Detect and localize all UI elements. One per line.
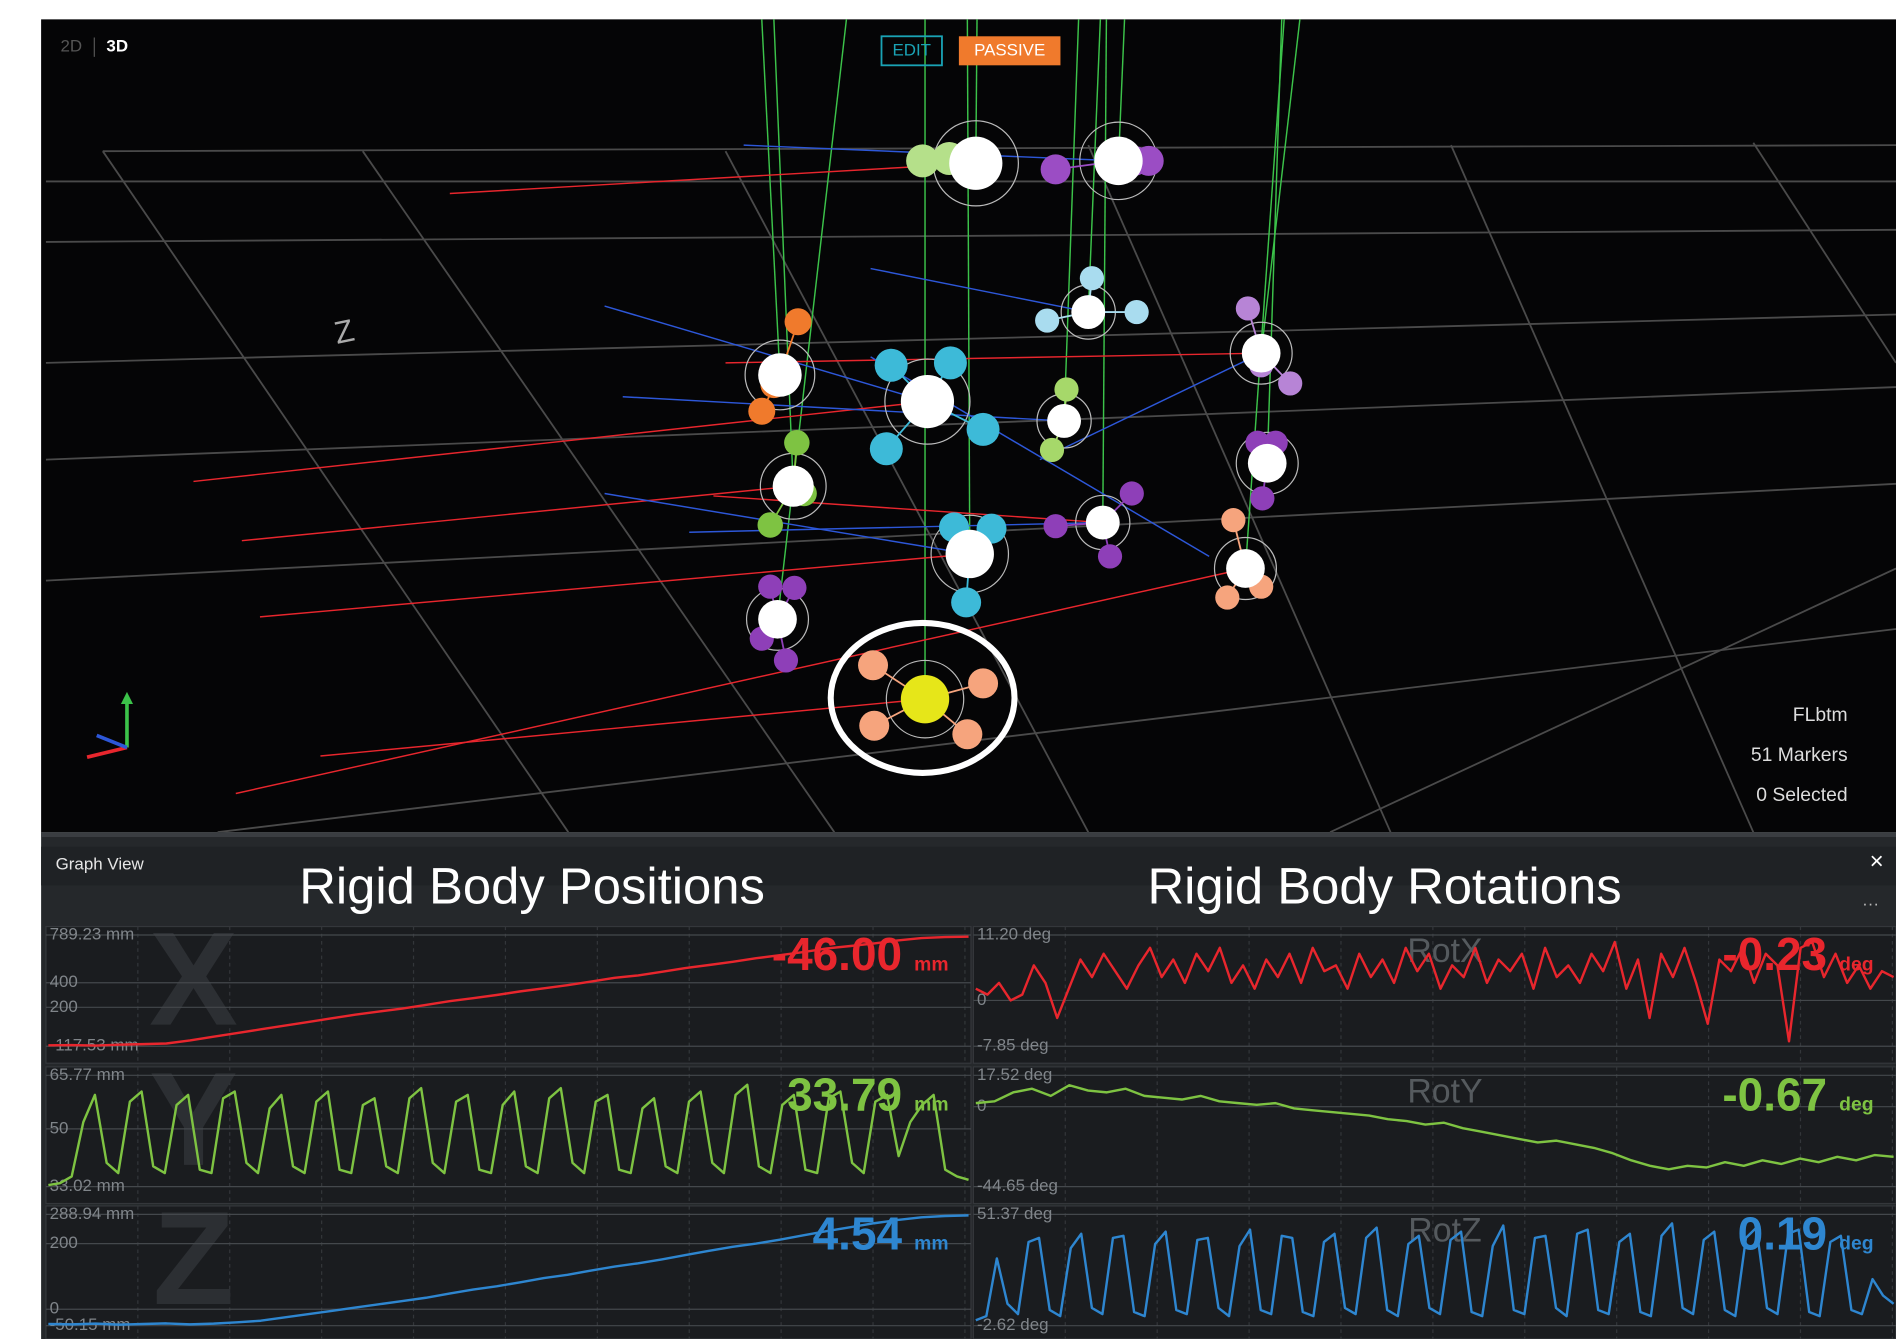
marker — [1250, 486, 1274, 510]
marker — [875, 349, 908, 382]
y-tick-label: 200 — [50, 997, 78, 1016]
y-tick-label: 33.02 mm — [50, 1176, 125, 1195]
marker — [785, 308, 812, 335]
close-button[interactable]: × — [1870, 848, 1884, 875]
axis-watermark: RotY — [1407, 1072, 1482, 1110]
mode-3d-toggle[interactable]: 3D — [106, 37, 128, 56]
marker — [952, 719, 982, 749]
marker — [934, 346, 967, 379]
marker — [782, 576, 806, 600]
graph-view-title: Graph View — [56, 854, 145, 873]
current-value: -46.00 — [772, 928, 902, 980]
rigid-body-pivot — [758, 600, 797, 639]
app-window: 2D 3D EDIT PASSIVE Z FLbtm 51 Markers 0 … — [0, 0, 1896, 1339]
rigid-body-pivot — [901, 375, 954, 428]
asset-name: FLbtm — [1793, 704, 1848, 726]
marker — [967, 413, 1000, 446]
rigid-body-pivot — [1242, 334, 1281, 373]
marker — [1098, 544, 1122, 568]
mode-2d-toggle[interactable]: 2D — [60, 37, 82, 56]
marker — [774, 648, 798, 672]
marker — [1040, 438, 1064, 462]
marker — [1120, 481, 1144, 505]
current-unit: deg — [1839, 1233, 1873, 1255]
marker — [1041, 154, 1071, 184]
current-value: -0.67 — [1722, 1068, 1827, 1120]
y-tick-label: 51.37 deg — [977, 1204, 1052, 1223]
marker — [758, 575, 782, 599]
marker — [1044, 514, 1068, 538]
rigid-body-pivot — [1248, 444, 1287, 483]
y-tick-label: 11.20 deg — [977, 924, 1051, 943]
axis-watermark: X — [149, 906, 238, 1054]
y-tick-label: 288.94 mm — [50, 1204, 135, 1223]
rigid-body-pivot — [1071, 295, 1105, 329]
rigid-body-pivot — [758, 353, 802, 397]
rigid-body-pivot — [949, 137, 1002, 190]
current-value: 33.79 — [787, 1068, 902, 1120]
group-title: Rigid Body Positions — [299, 858, 765, 915]
y-tick-label: -2.62 deg — [977, 1315, 1049, 1334]
page: 2D 3D EDIT PASSIVE Z FLbtm 51 Markers 0 … — [0, 0, 1896, 1339]
rigid-body-pivot — [901, 675, 949, 723]
rigid-body-pivot — [1226, 549, 1265, 588]
marker — [758, 512, 783, 537]
selected-count: 0 Selected — [1756, 784, 1847, 806]
axis-watermark: Z — [153, 1185, 234, 1333]
y-tick-label: 50 — [50, 1118, 69, 1137]
marker — [968, 668, 998, 698]
graph-menu-button[interactable]: ··· — [1862, 894, 1879, 913]
marker — [870, 432, 903, 465]
marker — [1236, 296, 1260, 320]
current-value: 4.54 — [813, 1208, 903, 1260]
y-tick-label: 65.77 mm — [50, 1065, 125, 1084]
marker — [1080, 266, 1104, 290]
y-tick-label: 400 — [50, 972, 78, 991]
group-title: Rigid Body Rotations — [1147, 858, 1621, 915]
rigid-body-pivot — [773, 466, 814, 507]
y-tick-label: 200 — [50, 1233, 78, 1252]
marker — [858, 650, 888, 680]
marker — [1035, 308, 1059, 332]
marker — [1215, 585, 1239, 609]
marker — [1278, 371, 1302, 395]
marker — [859, 711, 889, 741]
rigid-body-pivot — [1094, 137, 1142, 185]
rigid-body-pivot — [946, 530, 994, 578]
y-tick-label: -44.65 deg — [977, 1176, 1058, 1195]
current-unit: mm — [914, 1233, 948, 1255]
current-unit: deg — [1839, 953, 1873, 975]
panel-splitter — [41, 832, 1896, 837]
passive-label: PASSIVE — [974, 40, 1045, 59]
y-tick-label: -7.85 deg — [977, 1036, 1049, 1055]
marker — [748, 398, 775, 425]
rigid-body-pivot — [1047, 404, 1081, 438]
marker — [784, 430, 809, 455]
current-unit: deg — [1839, 1094, 1873, 1116]
y-tick-label: 0 — [977, 1096, 986, 1115]
marker — [951, 587, 981, 617]
rigid-body-pivot — [1086, 506, 1120, 540]
y-tick-label: 17.52 deg — [977, 1065, 1052, 1084]
current-unit: mm — [914, 953, 948, 975]
current-value: 0.19 — [1738, 1208, 1827, 1260]
marker — [1054, 377, 1078, 401]
edit-label: EDIT — [892, 40, 931, 59]
current-value: -0.23 — [1722, 928, 1827, 980]
y-tick-label: 789.23 mm — [50, 924, 135, 943]
axis-watermark: RotX — [1407, 932, 1482, 970]
marker-count: 51 Markers — [1751, 744, 1848, 766]
marker — [1221, 508, 1245, 532]
marker — [1125, 300, 1149, 324]
current-unit: mm — [914, 1094, 948, 1116]
